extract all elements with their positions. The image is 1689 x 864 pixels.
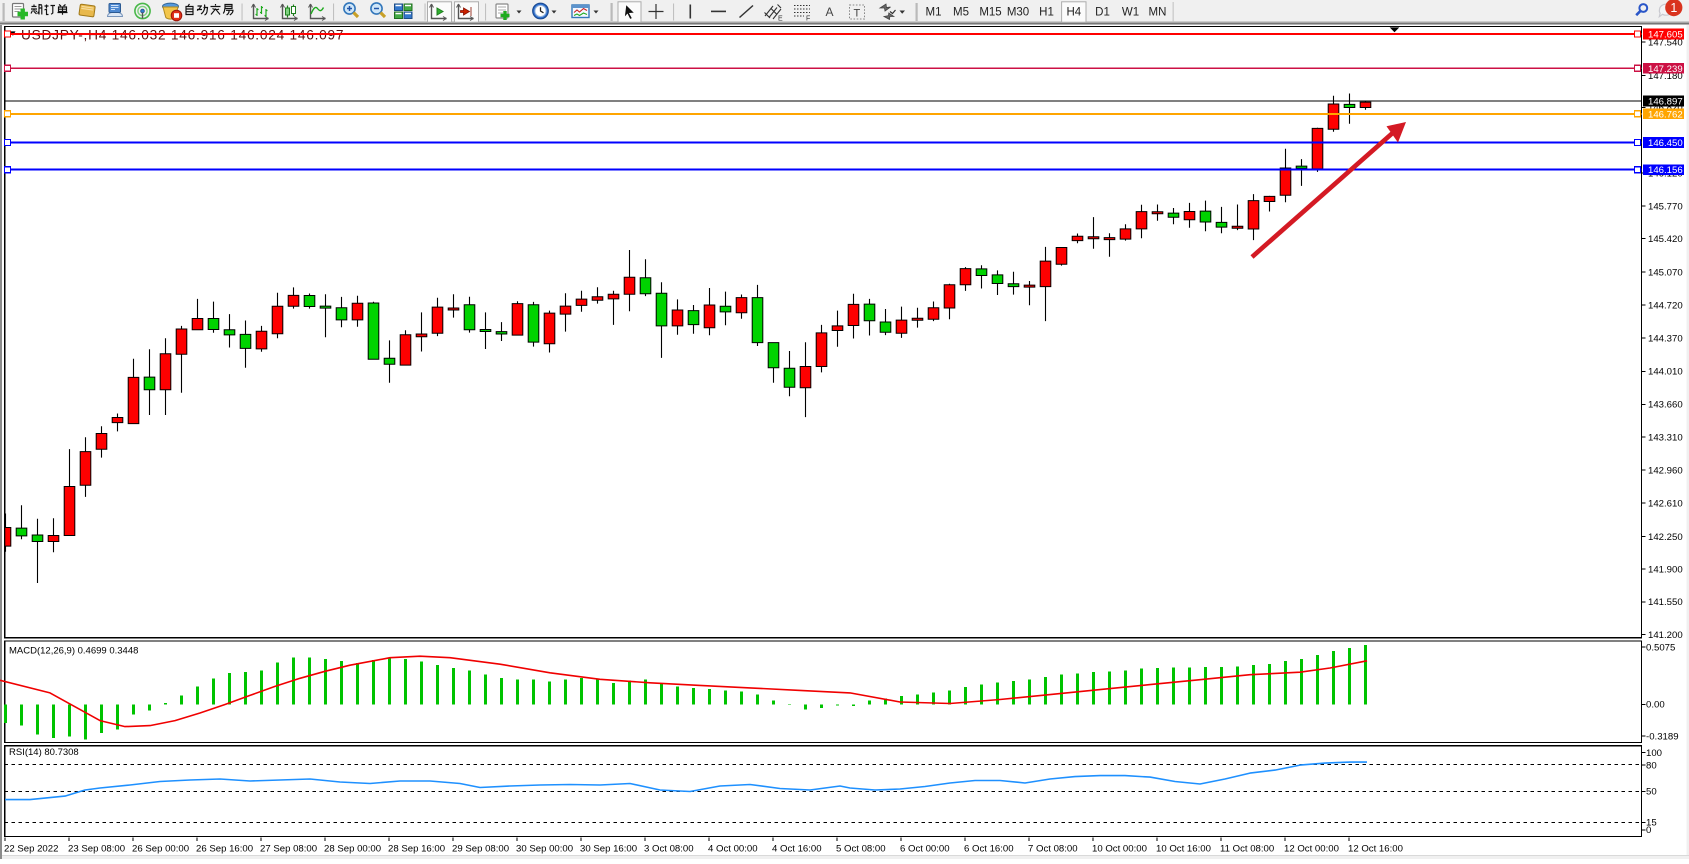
svg-text:M5: M5 (953, 7, 969, 19)
svg-text:M30: M30 (1007, 7, 1029, 19)
svg-text:6 Oct 16:00: 6 Oct 16:00 (964, 844, 1014, 855)
svg-text:11 Oct 08:00: 11 Oct 08:00 (1220, 844, 1274, 855)
svg-text:27 Sep 08:00: 27 Sep 08:00 (260, 844, 317, 855)
svg-text:0.00: 0.00 (1646, 700, 1665, 711)
svg-text:1: 1 (1670, 1, 1677, 15)
svg-text:145.070: 145.070 (1648, 267, 1683, 278)
svg-text:6 Oct 00:00: 6 Oct 00:00 (900, 844, 950, 855)
svg-text:144.720: 144.720 (1648, 300, 1683, 311)
svg-text:144.370: 144.370 (1648, 333, 1683, 344)
svg-text:147.540: 147.540 (1648, 37, 1683, 48)
svg-text:30 Sep 00:00: 30 Sep 00:00 (516, 844, 573, 855)
svg-text:146.450: 146.450 (1648, 138, 1683, 149)
svg-text:28 Sep 00:00: 28 Sep 00:00 (324, 844, 381, 855)
svg-text:28 Sep 16:00: 28 Sep 16:00 (388, 844, 445, 855)
svg-text:26 Sep 16:00: 26 Sep 16:00 (196, 844, 253, 855)
svg-text:142.960: 142.960 (1648, 465, 1683, 476)
svg-text:RSI(14) 80.7308: RSI(14) 80.7308 (9, 747, 79, 758)
svg-text:141.200: 141.200 (1648, 630, 1683, 641)
svg-text:80: 80 (1646, 760, 1657, 771)
svg-text:100: 100 (1646, 748, 1662, 759)
svg-text:146.156: 146.156 (1648, 165, 1683, 176)
svg-text:F: F (806, 16, 810, 23)
svg-text:5 Oct 08:00: 5 Oct 08:00 (836, 844, 886, 855)
svg-text:USDJPY-,H4 146.032 146.916 14: USDJPY-,H4 146.032 146.916 146.024 146.0… (21, 27, 344, 42)
svg-text:142.250: 142.250 (1648, 532, 1683, 543)
svg-text:D1: D1 (1095, 7, 1110, 19)
svg-text:W1: W1 (1122, 7, 1139, 19)
svg-text:23 Sep 08:00: 23 Sep 08:00 (68, 844, 125, 855)
svg-text:M1: M1 (926, 7, 942, 19)
svg-text:50: 50 (1646, 787, 1657, 798)
svg-text:141.550: 141.550 (1648, 597, 1683, 608)
svg-text:142.610: 142.610 (1648, 498, 1683, 509)
svg-text:143.660: 143.660 (1648, 400, 1683, 411)
svg-text:H1: H1 (1039, 7, 1054, 19)
svg-text:147.180: 147.180 (1648, 71, 1683, 82)
svg-text:146.820: 146.820 (1648, 103, 1683, 114)
svg-text:29 Sep 08:00: 29 Sep 08:00 (452, 844, 509, 855)
svg-text:15: 15 (1646, 818, 1657, 829)
svg-text:-0.3189: -0.3189 (1646, 731, 1679, 742)
svg-text:0.5075: 0.5075 (1646, 643, 1675, 654)
svg-text:MN: MN (1149, 7, 1167, 19)
svg-text:7 Oct 08:00: 7 Oct 08:00 (1028, 844, 1078, 855)
svg-text:T: T (854, 8, 861, 20)
svg-text:4 Oct 00:00: 4 Oct 00:00 (708, 844, 758, 855)
svg-text:146.897: 146.897 (1648, 97, 1683, 108)
svg-text:147.605: 147.605 (1648, 30, 1683, 41)
svg-text:0: 0 (1646, 825, 1651, 836)
svg-text:3 Oct 08:00: 3 Oct 08:00 (644, 844, 694, 855)
svg-text:141.900: 141.900 (1648, 564, 1683, 575)
svg-text:22 Sep 2022: 22 Sep 2022 (4, 844, 58, 855)
svg-text:4 Oct 16:00: 4 Oct 16:00 (772, 844, 822, 855)
svg-text:12 Oct 16:00: 12 Oct 16:00 (1348, 844, 1403, 855)
svg-text:30 Sep 16:00: 30 Sep 16:00 (580, 844, 637, 855)
svg-text:10 Oct 00:00: 10 Oct 00:00 (1092, 844, 1147, 855)
svg-text:147.239: 147.239 (1648, 64, 1683, 75)
svg-text:H4: H4 (1066, 7, 1081, 19)
svg-text:145.770: 145.770 (1648, 201, 1683, 212)
svg-text:145.420: 145.420 (1648, 234, 1683, 245)
svg-text:26 Sep 00:00: 26 Sep 00:00 (132, 844, 189, 855)
svg-text:MACD(12,26,9) 0.4699 0.3448: MACD(12,26,9) 0.4699 0.3448 (9, 646, 138, 657)
svg-text:E: E (778, 16, 783, 23)
svg-text:10 Oct 16:00: 10 Oct 16:00 (1156, 844, 1211, 855)
svg-text:146.762: 146.762 (1648, 109, 1683, 120)
svg-text:12 Oct 00:00: 12 Oct 00:00 (1284, 844, 1339, 855)
svg-text:A: A (826, 5, 834, 19)
svg-text:143.310: 143.310 (1648, 432, 1683, 443)
svg-text:144.010: 144.010 (1648, 367, 1683, 378)
svg-text:M15: M15 (979, 7, 1001, 19)
